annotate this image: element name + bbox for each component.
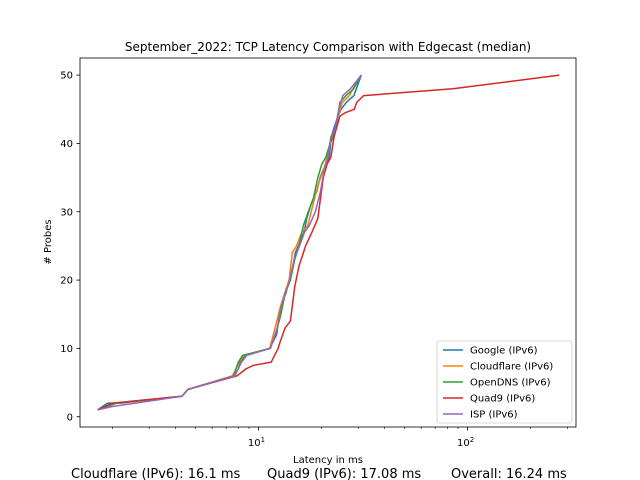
legend-label: Quad9 (IPv6) [470, 394, 535, 405]
ticks-layer: 0 10 20 30 40 50 101 102 [60, 71, 568, 449]
series-line-opendns-ipv6 [97, 74, 362, 411]
series-line-cloudflare-ipv6 [97, 74, 362, 411]
y-tick-label: 10 [60, 344, 73, 355]
y-tick-label: 50 [60, 71, 73, 82]
legend-frame [436, 340, 573, 424]
x-tick-label: 101 [248, 436, 265, 449]
summary-cloudflare: Cloudflare (IPv6): 16.1 ms [71, 467, 241, 480]
y-tick-label: 0 [67, 412, 73, 423]
legend: Google (IPv6) Cloudflare (IPv6) OpenDNS (I… [436, 340, 573, 424]
legend-label: Google (IPv6) [470, 346, 538, 357]
x-tick-label: 102 [457, 436, 474, 449]
y-tick-label: 20 [60, 276, 73, 287]
series-line-isp-ipv6 [97, 74, 362, 411]
series-layer [97, 74, 560, 411]
legend-label: ISP (IPv6) [470, 410, 518, 421]
y-axis-title: # Probes [43, 219, 54, 264]
summary-overall: Overall: 16.24 ms [451, 467, 567, 480]
series-line-google-ipv6 [97, 74, 363, 411]
y-tick-label: 30 [60, 207, 73, 218]
legend-label: OpenDNS (IPv6) [470, 378, 551, 389]
summary-quad9: Quad9 (IPv6): 17.08 ms [267, 467, 421, 480]
series-line-quad9-ipv6 [97, 74, 560, 411]
legend-label: Cloudflare (IPv6) [470, 362, 553, 373]
plot-frame [79, 57, 577, 428]
chart-title: September_2022: TCP Latency Comparison w… [125, 40, 531, 54]
x-axis-title: Latency in ms [293, 455, 363, 466]
y-tick-label: 40 [60, 139, 73, 150]
